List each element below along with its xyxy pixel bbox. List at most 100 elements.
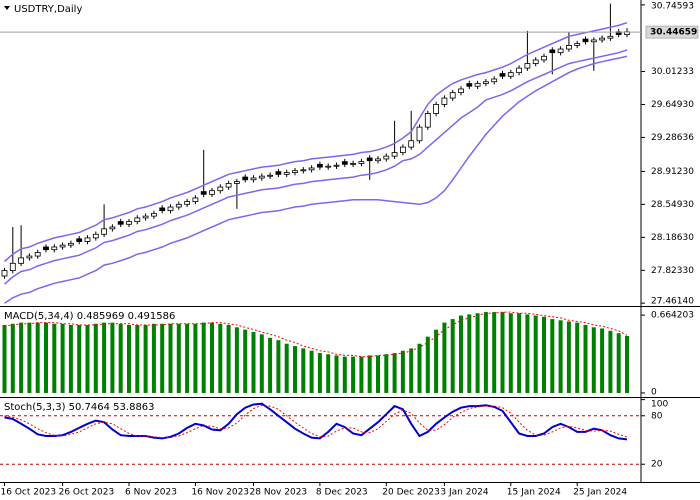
candle-body: [117, 221, 124, 225]
indicator-line: [4, 311, 628, 358]
histogram-bar: [376, 355, 380, 393]
candle-body: [582, 38, 589, 43]
histogram-bar: [392, 353, 397, 393]
x-tick-label: 16 Oct 2023: [1, 488, 57, 498]
histogram-bar: [425, 336, 430, 393]
y-tick-label: 0: [651, 388, 657, 398]
histogram-bar: [68, 324, 73, 393]
y-tick-label: 100: [651, 400, 668, 410]
histogram-bar: [35, 322, 40, 393]
histogram-bar: [508, 313, 513, 393]
candle-body: [375, 158, 381, 162]
last-price-box: [645, 25, 699, 39]
x-tick-label: 25 Jan 2024: [573, 488, 627, 498]
candle-body: [549, 49, 556, 54]
candle-body: [76, 238, 83, 242]
y-tick-label: 28.18630: [651, 233, 694, 243]
histogram-bar: [475, 313, 480, 393]
candle-body: [26, 255, 33, 259]
histogram-bar: [176, 323, 181, 393]
candle-body: [250, 177, 257, 181]
candle-body: [150, 212, 157, 217]
y-tick-label: 29.64930: [651, 100, 694, 110]
histogram-bar: [44, 322, 48, 393]
histogram-bar: [268, 337, 273, 393]
histogram-bar: [185, 323, 190, 393]
y-tick-label: 0.664203: [651, 311, 694, 321]
histogram-bar: [276, 340, 281, 393]
candle-body: [590, 39, 597, 43]
candle-body: [333, 164, 340, 167]
candle-body: [399, 146, 406, 153]
histogram-bar: [309, 350, 314, 393]
candle-body: [391, 152, 398, 157]
histogram-bar: [542, 316, 546, 393]
candle-body: [416, 126, 423, 142]
candle-body: [9, 262, 16, 271]
indicator-title: Stoch(5,3,3) 50.7464 53.8863: [4, 402, 155, 413]
histogram-bar: [583, 324, 588, 393]
candle-body: [466, 83, 473, 87]
x-tick-label: 20 Dec 2023: [382, 488, 440, 498]
histogram-bar: [400, 350, 405, 393]
candle-body: [541, 55, 547, 61]
candle-body: [200, 191, 207, 195]
candle-body: [275, 171, 282, 175]
candle-body: [325, 165, 332, 168]
histogram-bar: [450, 319, 455, 393]
candle-body: [607, 35, 614, 39]
x-tick-label: 15 Jan 2024: [507, 488, 561, 498]
candle-body: [59, 244, 66, 248]
histogram-bar: [27, 322, 32, 393]
y-tick-label: 28.91230: [651, 167, 694, 177]
candle-body: [159, 207, 166, 212]
histogram-bar: [259, 334, 264, 393]
histogram-bar: [417, 343, 422, 393]
histogram-bar: [442, 322, 447, 393]
indicator-line: [4, 404, 628, 439]
histogram-bar: [367, 355, 372, 393]
histogram-bar: [616, 333, 621, 393]
candle-body: [341, 161, 348, 165]
candle-body: [225, 183, 232, 188]
panel: [2, 311, 629, 393]
histogram-bar: [10, 323, 15, 393]
y-tick-label: 30.01233: [651, 67, 694, 77]
y-tick-label: 80: [651, 411, 663, 421]
histogram-bar: [60, 323, 65, 393]
candle-body: [433, 104, 440, 114]
histogram-bar: [193, 323, 198, 393]
candle-body: [167, 206, 174, 212]
histogram-bar: [118, 323, 123, 393]
candle-body: [51, 246, 58, 251]
x-tick-label: 16 Nov 2023: [191, 488, 249, 498]
histogram-bar: [517, 313, 522, 393]
y-tick-label: 30.74593: [651, 2, 694, 12]
candle-body: [209, 190, 215, 195]
candle-body: [1, 270, 8, 277]
histogram-bar: [459, 315, 463, 393]
histogram-bar: [52, 323, 57, 393]
candle-body: [499, 73, 506, 77]
histogram-bar: [409, 348, 414, 393]
histogram-bar: [93, 323, 98, 393]
candle-body: [449, 92, 456, 99]
histogram-bar: [284, 343, 289, 393]
candle-body: [34, 252, 41, 257]
histogram-bar: [591, 327, 596, 393]
candle-body: [599, 37, 605, 41]
candle-body: [316, 163, 323, 168]
candle-body: [566, 45, 572, 50]
candle-body: [408, 140, 415, 148]
histogram-bar: [575, 322, 580, 393]
histogram-bar: [218, 323, 223, 393]
last-price-label: 30.44659: [650, 28, 697, 38]
histogram-bar: [533, 315, 538, 393]
histogram-bar: [168, 323, 173, 393]
candle-body: [258, 175, 265, 179]
candle-body: [184, 201, 191, 205]
histogram-bar: [483, 312, 488, 393]
histogram-bar: [251, 331, 256, 393]
